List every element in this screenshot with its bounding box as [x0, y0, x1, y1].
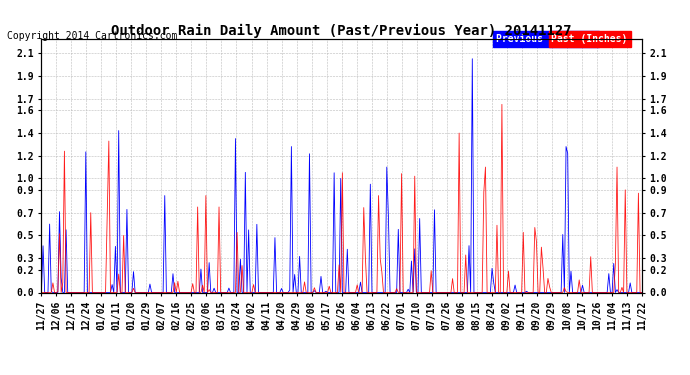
Title: Outdoor Rain Daily Amount (Past/Previous Year) 20141127: Outdoor Rain Daily Amount (Past/Previous… [111, 24, 572, 38]
Text: Previous (Inches): Previous (Inches) [496, 34, 595, 44]
Text: Past (Inches): Past (Inches) [551, 34, 628, 44]
Text: Copyright 2014 Cartronics.com: Copyright 2014 Cartronics.com [7, 32, 177, 41]
